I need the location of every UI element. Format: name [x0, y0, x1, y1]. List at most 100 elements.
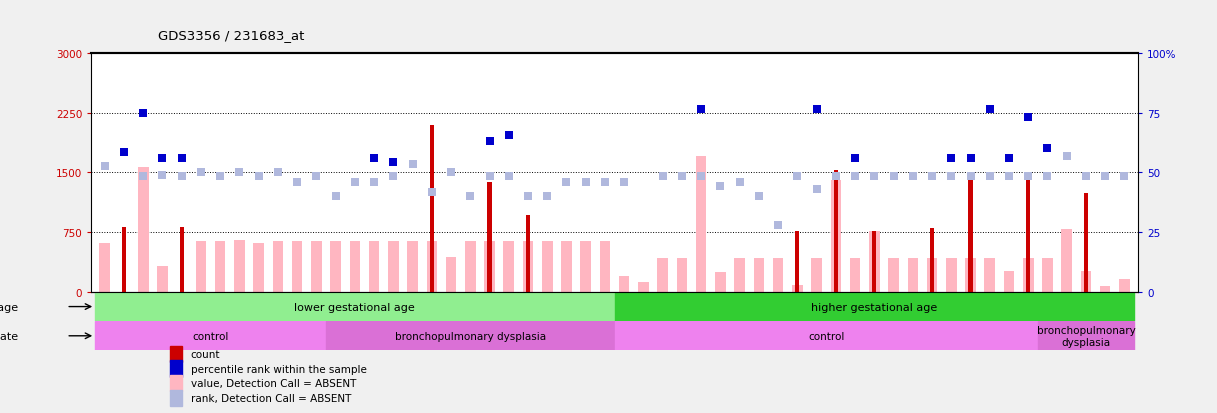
Bar — [753, 258, 764, 292]
Text: higher gestational age: higher gestational age — [812, 302, 937, 312]
Bar — [830, 181, 841, 292]
Bar — [1061, 230, 1072, 292]
Text: rank, Detection Call = ABSENT: rank, Detection Call = ABSENT — [191, 393, 350, 403]
Point — [249, 173, 269, 180]
Bar — [1023, 258, 1033, 292]
Bar — [526, 216, 531, 292]
Bar — [100, 243, 110, 292]
Point — [518, 194, 538, 200]
Bar — [1026, 172, 1031, 292]
Point — [383, 159, 403, 166]
Bar — [234, 240, 245, 292]
Text: value, Detection Call = ABSENT: value, Detection Call = ABSENT — [191, 378, 357, 388]
Bar — [138, 167, 148, 292]
Text: lower gestational age: lower gestational age — [295, 302, 415, 312]
Point — [999, 173, 1019, 180]
Bar — [1084, 194, 1088, 292]
Bar — [985, 258, 996, 292]
Point — [152, 172, 172, 179]
Bar — [696, 157, 706, 292]
Text: development stage: development stage — [0, 302, 18, 312]
Point — [750, 194, 769, 200]
Bar — [926, 258, 937, 292]
Bar — [484, 241, 495, 292]
Bar — [169, 346, 183, 362]
Point — [1115, 173, 1134, 180]
Point — [364, 179, 383, 186]
Point — [499, 173, 518, 180]
Point — [768, 222, 787, 229]
Bar — [1004, 272, 1014, 292]
Point — [307, 173, 326, 180]
Point — [846, 173, 865, 180]
Point — [807, 186, 826, 193]
Bar — [615, 292, 1134, 321]
Bar — [638, 282, 649, 292]
Bar — [657, 258, 668, 292]
Point — [538, 194, 557, 200]
Bar — [619, 276, 629, 292]
Point — [1038, 146, 1058, 152]
Bar — [600, 241, 610, 292]
Bar — [430, 125, 434, 292]
Point — [807, 106, 826, 113]
Point — [595, 179, 615, 186]
Bar — [581, 241, 591, 292]
Bar — [812, 258, 821, 292]
Point — [999, 155, 1019, 162]
Bar — [773, 258, 784, 292]
Bar — [180, 227, 184, 292]
Point — [403, 162, 422, 169]
Point — [172, 173, 191, 180]
Bar — [488, 183, 492, 292]
Bar — [169, 389, 183, 406]
Point — [942, 155, 961, 162]
Bar — [157, 267, 168, 292]
Point — [1095, 173, 1115, 180]
Bar — [1081, 272, 1092, 292]
Bar — [523, 241, 533, 292]
Point — [730, 179, 750, 186]
Point — [499, 132, 518, 139]
Bar — [273, 241, 284, 292]
Bar — [349, 241, 360, 292]
Point — [479, 173, 499, 180]
Text: control: control — [808, 331, 845, 341]
Text: disease state: disease state — [0, 331, 18, 341]
Bar — [169, 375, 183, 392]
Point — [960, 155, 980, 162]
Bar — [215, 241, 225, 292]
Bar — [253, 243, 264, 292]
Bar — [561, 241, 572, 292]
Text: bronchopulmonary
dysplasia: bronchopulmonary dysplasia — [1037, 325, 1135, 347]
Point — [172, 155, 191, 162]
Bar — [965, 258, 976, 292]
Point — [980, 106, 999, 113]
Bar — [504, 241, 514, 292]
Point — [864, 173, 884, 180]
Text: GDS3356 / 231683_at: GDS3356 / 231683_at — [158, 29, 304, 42]
Bar — [1120, 280, 1129, 292]
Bar — [677, 258, 688, 292]
Point — [846, 155, 865, 162]
Bar — [716, 272, 725, 292]
Bar — [426, 241, 437, 292]
Bar — [888, 258, 899, 292]
Point — [383, 173, 403, 180]
Bar — [369, 241, 380, 292]
Bar — [330, 241, 341, 292]
Bar — [465, 241, 476, 292]
Point — [134, 110, 153, 116]
Point — [654, 173, 673, 180]
Bar — [734, 259, 745, 292]
Point — [942, 173, 961, 180]
Bar — [615, 321, 1038, 351]
Bar — [969, 172, 972, 292]
Text: control: control — [192, 331, 229, 341]
Bar — [292, 241, 303, 292]
Point — [1058, 154, 1077, 160]
Text: count: count — [191, 349, 220, 359]
Bar — [834, 171, 839, 292]
Point — [346, 179, 365, 186]
Point — [191, 170, 211, 176]
